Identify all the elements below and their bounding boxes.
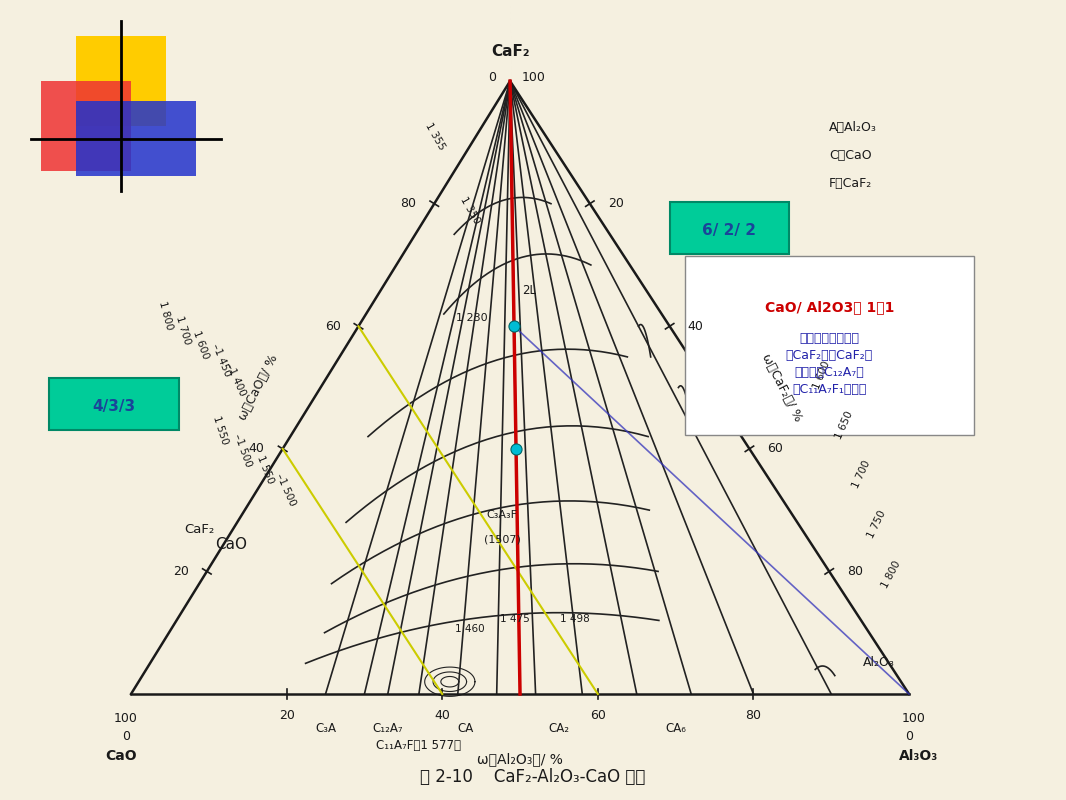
Bar: [42, 81, 131, 170]
Text: 80: 80: [847, 565, 863, 578]
FancyBboxPatch shape: [684, 255, 974, 435]
Text: 40: 40: [434, 709, 450, 722]
Text: 1 650: 1 650: [834, 410, 855, 441]
Text: 80: 80: [745, 709, 761, 722]
Text: Al₃O₃: Al₃O₃: [900, 749, 939, 762]
Text: CA₂: CA₂: [548, 722, 569, 735]
Text: 1 600: 1 600: [811, 359, 831, 390]
Text: 1 800: 1 800: [879, 559, 903, 590]
Text: CaO: CaO: [106, 749, 136, 762]
Text: 60: 60: [589, 709, 605, 722]
Text: CA₆: CA₆: [665, 722, 687, 735]
Text: CaO/ Al2O3＝ 1：1: CaO/ Al2O3＝ 1：1: [764, 300, 894, 314]
Text: 1 800: 1 800: [158, 300, 175, 331]
Text: 1 550: 1 550: [211, 414, 230, 446]
Text: 40: 40: [688, 320, 704, 333]
Text: –1 500: –1 500: [274, 472, 297, 507]
Text: 100: 100: [522, 70, 546, 84]
Text: C₃A: C₃A: [316, 722, 336, 735]
Text: 0: 0: [905, 730, 912, 743]
Text: –1 500: –1 500: [232, 432, 254, 468]
Text: 1 230: 1 230: [456, 314, 488, 323]
Text: 1 750: 1 750: [866, 509, 888, 540]
Text: CaO: CaO: [214, 537, 247, 552]
Text: CA: CA: [457, 722, 473, 735]
Text: 1 355: 1 355: [423, 121, 447, 151]
Text: Al₂O₃: Al₂O₃: [863, 656, 895, 669]
Text: 60: 60: [325, 320, 340, 333]
Text: CaF₂: CaF₂: [490, 44, 530, 59]
FancyBboxPatch shape: [669, 202, 789, 254]
Text: 40: 40: [248, 442, 264, 455]
Text: ω（CaO）/ %: ω（CaO）/ %: [237, 353, 280, 422]
Text: ω（CaF₂）/ %: ω（CaF₂）/ %: [759, 351, 804, 424]
Bar: [76, 101, 196, 176]
Text: 1 700: 1 700: [851, 459, 872, 490]
Text: 附近初晶成分在靠
近CaF₂侧以CaF₂为
主，靠近C₁₂A₇侧
以C₁₁A₇F₁为主。: 附近初晶成分在靠 近CaF₂侧以CaF₂为 主，靠近C₁₂A₇侧 以C₁₁A₇F…: [786, 332, 873, 396]
FancyBboxPatch shape: [49, 378, 179, 430]
Text: 1 350: 1 350: [458, 195, 482, 226]
Text: –1 400: –1 400: [224, 362, 247, 398]
Text: 6/ 2/ 2: 6/ 2/ 2: [702, 223, 757, 238]
Text: F：CaF₂: F：CaF₂: [829, 177, 872, 190]
Text: 80: 80: [401, 197, 417, 210]
Text: (1507): (1507): [484, 534, 520, 545]
Text: A：Al₂O₃: A：Al₂O₃: [829, 121, 877, 134]
Text: 1 498: 1 498: [560, 614, 589, 624]
Text: C：CaO: C：CaO: [829, 149, 872, 162]
Text: –1 450: –1 450: [210, 342, 232, 378]
Text: 2L: 2L: [522, 284, 536, 297]
Text: 20: 20: [278, 709, 294, 722]
Text: CaF₂: CaF₂: [184, 522, 214, 536]
Text: 100: 100: [114, 712, 138, 725]
Bar: [76, 36, 166, 126]
Text: 0: 0: [123, 730, 130, 743]
Text: C₁₂A₇: C₁₂A₇: [372, 722, 403, 735]
Text: 20: 20: [608, 197, 624, 210]
Text: C₃A₃F: C₃A₃F: [486, 510, 518, 520]
Text: 100: 100: [902, 712, 926, 725]
Text: 20: 20: [173, 565, 189, 578]
Text: 1 475: 1 475: [500, 614, 530, 624]
Text: 60: 60: [768, 442, 784, 455]
Text: C₁₁A₇F（1 577）: C₁₁A₇F（1 577）: [376, 739, 462, 752]
Text: 4/3/3: 4/3/3: [93, 399, 135, 414]
Text: 1 550: 1 550: [256, 454, 276, 486]
Text: ω（Al₂O₃）/ %: ω（Al₂O₃）/ %: [478, 752, 563, 766]
Text: 1 600: 1 600: [191, 330, 211, 361]
Text: 0: 0: [488, 70, 496, 84]
Text: 1 460: 1 460: [455, 624, 485, 634]
Text: 图 2-10    CaF₂-Al₂O₃-CaO 相图: 图 2-10 CaF₂-Al₂O₃-CaO 相图: [420, 768, 646, 786]
Text: 1 700: 1 700: [174, 314, 192, 346]
